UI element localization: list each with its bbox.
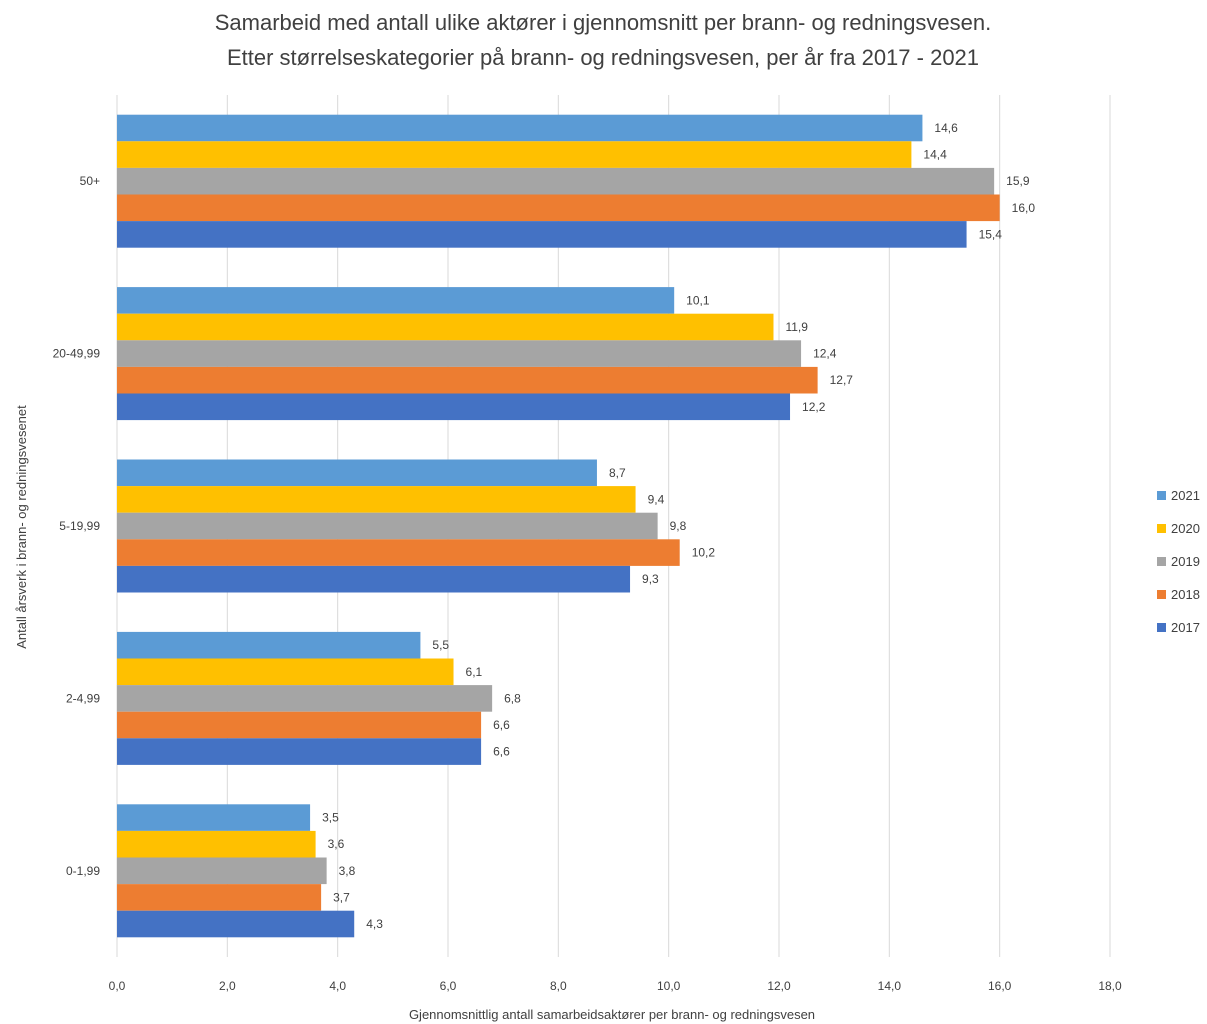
data-label: 6,8 [504, 691, 521, 705]
x-axis-title: Gjennomsnittlig antall samarbeidsaktører… [409, 1007, 815, 1022]
bar-2021 [117, 631, 421, 659]
data-label: 10,1 [686, 293, 710, 307]
bar-2021 [117, 459, 597, 487]
legend-label: 2021 [1171, 488, 1200, 503]
bar-2017 [117, 910, 355, 938]
data-label: 5,5 [432, 638, 449, 652]
bar-2019 [117, 857, 327, 885]
data-label: 16,0 [1012, 201, 1036, 215]
data-label: 3,6 [328, 837, 345, 851]
x-tick-label: 0,0 [109, 979, 126, 993]
bar-2018 [117, 366, 818, 394]
x-tick-label: 14,0 [878, 979, 902, 993]
legend-swatch-2018 [1157, 590, 1166, 599]
bars-group [117, 114, 1000, 938]
bar-2020 [117, 486, 636, 513]
legend-swatch-2017 [1157, 623, 1166, 632]
bar-2018 [117, 884, 322, 911]
bar-2019 [117, 685, 493, 712]
bar-2018 [117, 194, 1000, 222]
bar-2018 [117, 539, 680, 566]
bar-2021 [117, 114, 923, 142]
bar-2017 [117, 738, 482, 765]
data-label: 3,8 [339, 864, 356, 878]
x-tick-label: 6,0 [440, 979, 457, 993]
bar-2019 [117, 340, 802, 367]
bar-2020 [117, 313, 774, 341]
y-tick-label: 20-49,99 [53, 347, 101, 361]
y-tick-label: 50+ [80, 174, 100, 188]
data-label: 9,8 [670, 519, 687, 533]
bar-2019 [117, 512, 658, 540]
data-label: 6,6 [493, 718, 510, 732]
data-label: 11,9 [785, 320, 808, 334]
bar-2021 [117, 287, 675, 314]
data-label: 14,6 [934, 121, 958, 135]
data-label: 9,4 [648, 492, 665, 506]
chart-title-line-1: Samarbeid med antall ulike aktører i gje… [215, 10, 992, 35]
bar-2021 [117, 804, 311, 831]
y-axis-title: Antall årsverk i brann- og redningsvesen… [14, 405, 29, 649]
x-tick-label: 16,0 [988, 979, 1012, 993]
data-labels-group: 14,6 14,4 15,9 16,0 15,4 10,1 11,9 12,4 12,7 12,2… [322, 121, 1035, 931]
x-tick-label: 2,0 [219, 979, 236, 993]
legend-swatch-2020 [1157, 524, 1166, 533]
legend-label: 2018 [1171, 587, 1200, 602]
legend-label: 2019 [1171, 554, 1200, 569]
legend-label: 2020 [1171, 521, 1200, 536]
bar-2017 [117, 393, 791, 421]
data-label: 9,3 [642, 572, 659, 586]
data-label: 12,7 [830, 373, 854, 387]
data-label: 12,4 [813, 347, 837, 361]
bar-2020 [117, 141, 912, 168]
bar-2020 [117, 658, 454, 686]
x-axis-tick-labels: 0,0 2,0 4,0 6,0 8,0 10,0 12,0 14,0 16,0 18,0 [109, 979, 1122, 993]
y-tick-label: 5-19,99 [59, 519, 100, 533]
data-label: 14,4 [923, 148, 947, 162]
data-label: 4,3 [366, 917, 383, 931]
legend-swatch-2019 [1157, 557, 1166, 566]
data-label: 10,2 [692, 546, 716, 560]
x-tick-label: 8,0 [550, 979, 567, 993]
bar-2017 [117, 221, 967, 248]
y-axis-tick-labels: 50+ 20-49,99 5-19,99 2-4,99 0-1,99 [53, 174, 101, 878]
x-tick-label: 12,0 [767, 979, 791, 993]
data-label: 3,5 [322, 811, 339, 825]
bar-2019 [117, 167, 995, 195]
x-tick-label: 10,0 [657, 979, 681, 993]
data-label: 12,2 [802, 400, 826, 414]
data-label: 15,4 [979, 227, 1003, 241]
chart-title-line-2: Etter størrelseskategorier på brann- og … [227, 45, 979, 70]
data-label: 3,7 [333, 890, 350, 904]
y-tick-label: 2-4,99 [66, 691, 100, 705]
legend-label: 2017 [1171, 620, 1200, 635]
data-label: 6,1 [466, 665, 483, 679]
x-tick-label: 18,0 [1098, 979, 1122, 993]
legend-swatch-2021 [1157, 491, 1166, 500]
x-tick-label: 4,0 [329, 979, 346, 993]
data-label: 6,6 [493, 745, 510, 759]
data-label: 8,7 [609, 466, 626, 480]
legend: 2021 2020 2019 2018 2017 [1157, 488, 1200, 635]
y-tick-label: 0-1,99 [66, 864, 100, 878]
bar-2018 [117, 711, 482, 739]
bar-2020 [117, 830, 316, 858]
bar-2017 [117, 565, 631, 593]
data-label: 15,9 [1006, 174, 1030, 188]
